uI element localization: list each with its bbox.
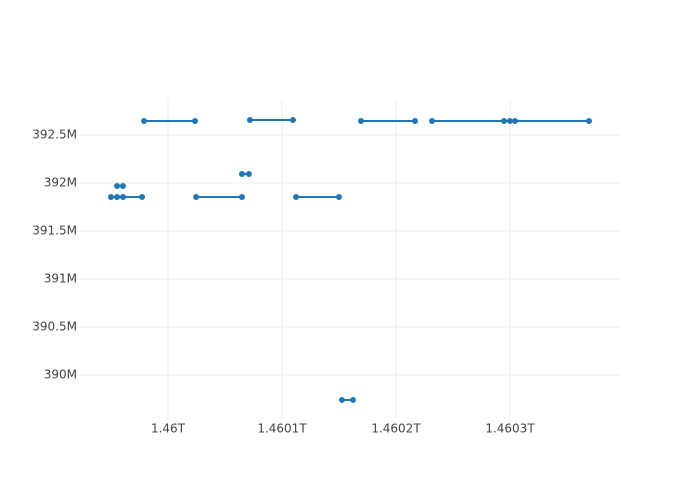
- marker: [139, 194, 146, 201]
- marker: [108, 194, 115, 201]
- marker: [238, 194, 245, 201]
- marker: [246, 117, 253, 124]
- marker: [193, 194, 200, 201]
- marker: [119, 194, 126, 201]
- marker: [141, 118, 148, 125]
- y-tick-label: 391.5M: [32, 224, 77, 238]
- marker: [350, 396, 357, 403]
- y-tick-label: 390M: [44, 367, 77, 381]
- marker: [192, 118, 199, 125]
- x-tick-label: 1.4601T: [257, 422, 307, 436]
- x-tick-label: 1.4603T: [485, 422, 535, 436]
- marker: [335, 194, 342, 201]
- marker: [238, 171, 245, 178]
- y-tick-label: 392.5M: [32, 128, 77, 142]
- marker: [293, 194, 300, 201]
- marker: [245, 171, 252, 178]
- marker: [506, 118, 513, 125]
- marker: [512, 118, 519, 125]
- marker: [289, 117, 296, 124]
- marker: [585, 118, 592, 125]
- marker: [500, 118, 507, 125]
- marker: [114, 182, 121, 189]
- marker: [429, 118, 436, 125]
- marker: [119, 182, 126, 189]
- series-line: [111, 119, 589, 401]
- marker: [338, 396, 345, 403]
- y-tick-label: 390.5M: [32, 319, 77, 333]
- y-tick-label: 392M: [44, 176, 77, 190]
- marker: [358, 118, 365, 125]
- marker: [412, 118, 419, 125]
- x-tick-label: 1.4602T: [371, 422, 421, 436]
- x-tick-label: 1.46T: [151, 422, 186, 436]
- y-tick-label: 391M: [44, 272, 77, 286]
- marker: [114, 194, 121, 201]
